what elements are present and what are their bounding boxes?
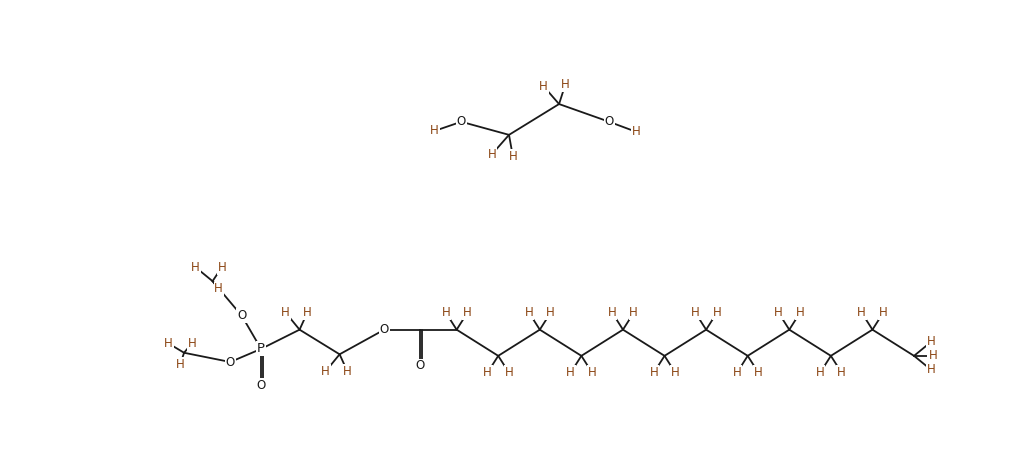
Text: H: H	[879, 306, 887, 319]
Text: H: H	[525, 306, 533, 319]
Text: H: H	[713, 306, 721, 319]
Text: O: O	[225, 356, 234, 369]
Text: H: H	[816, 366, 824, 379]
Text: O: O	[256, 378, 265, 392]
Text: H: H	[539, 80, 549, 93]
Text: H: H	[321, 365, 331, 378]
Text: H: H	[483, 366, 492, 379]
Text: H: H	[176, 358, 185, 371]
Text: H: H	[795, 306, 805, 319]
Text: H: H	[774, 306, 783, 319]
Text: H: H	[927, 336, 935, 348]
Text: H: H	[164, 337, 174, 350]
Text: H: H	[588, 366, 596, 379]
Text: H: H	[303, 306, 312, 319]
Text: O: O	[457, 115, 466, 128]
Text: H: H	[546, 306, 555, 319]
Text: H: H	[607, 306, 617, 319]
Text: H: H	[430, 125, 439, 138]
Text: H: H	[508, 150, 518, 163]
Text: H: H	[217, 261, 226, 274]
Text: H: H	[441, 306, 450, 319]
Text: H: H	[214, 282, 223, 295]
Text: H: H	[650, 366, 658, 379]
Text: H: H	[838, 366, 846, 379]
Text: H: H	[732, 366, 742, 379]
Text: H: H	[566, 366, 575, 379]
Text: H: H	[857, 306, 866, 319]
Text: O: O	[415, 360, 425, 372]
Text: H: H	[343, 365, 351, 378]
Text: H: H	[629, 306, 638, 319]
Text: H: H	[632, 125, 640, 138]
Text: H: H	[463, 306, 472, 319]
Text: O: O	[238, 309, 247, 322]
Text: H: H	[561, 78, 569, 91]
Text: H: H	[691, 306, 699, 319]
Text: H: H	[281, 306, 290, 319]
Text: H: H	[929, 349, 938, 362]
Text: H: H	[671, 366, 680, 379]
Text: H: H	[754, 366, 762, 379]
Text: H: H	[505, 366, 513, 379]
Text: H: H	[191, 261, 200, 274]
Text: H: H	[927, 363, 935, 376]
Text: P: P	[257, 342, 265, 356]
Text: H: H	[187, 337, 196, 350]
Text: O: O	[380, 323, 388, 336]
Text: H: H	[488, 148, 497, 161]
Text: O: O	[604, 115, 614, 128]
